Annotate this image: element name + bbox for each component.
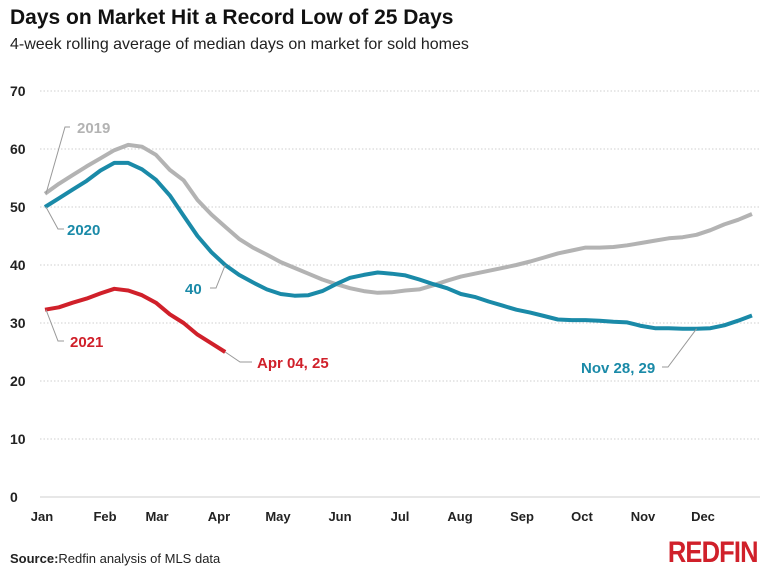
- x-tick-label: Jul: [391, 509, 410, 524]
- x-tick-label: Aug: [447, 509, 472, 524]
- y-tick-label: 40: [10, 257, 26, 273]
- series-line-2020: [43, 160, 753, 331]
- redfin-logo: REDFIN: [668, 536, 759, 569]
- x-tick-label: Mar: [145, 509, 168, 524]
- source-text: Redfin analysis of MLS data: [58, 551, 221, 566]
- x-tick-label: Nov: [631, 509, 656, 524]
- leader-2019: [45, 126, 70, 194]
- chart-subtitle: 4-week rolling average of median days on…: [10, 36, 469, 53]
- series-label-2020: 2020: [67, 222, 100, 239]
- annotation-label: 40: [185, 281, 202, 298]
- leader-annotation-nov: [662, 328, 697, 368]
- source-note: Source:Redfin analysis of MLS data: [10, 551, 220, 566]
- y-tick-label: 0: [10, 489, 18, 505]
- x-tick-label: Feb: [93, 509, 116, 524]
- series-label-2021: 2021: [70, 334, 103, 351]
- x-tick-label: Dec: [691, 509, 715, 524]
- x-tick-label: Jan: [31, 509, 53, 524]
- y-tick-label: 30: [10, 315, 26, 331]
- leader-annotation-apr: [224, 351, 252, 363]
- x-tick-label: Apr: [208, 509, 230, 524]
- leader-annotation-40: [210, 264, 226, 289]
- annotation-label: Apr 04, 25: [257, 355, 329, 372]
- series-line-2019: [43, 142, 753, 295]
- x-tick-label: Sep: [510, 509, 534, 524]
- chart-title: Days on Market Hit a Record Low of 25 Da…: [10, 6, 454, 29]
- series-line-2021: [44, 286, 227, 354]
- x-tick-label: Oct: [571, 509, 593, 524]
- leader-2020: [45, 206, 64, 230]
- annotation-label: Nov 28, 29: [581, 360, 655, 377]
- series-label-2019: 2019: [77, 120, 110, 137]
- y-tick-label: 70: [10, 83, 26, 99]
- leader-2021: [45, 309, 64, 342]
- x-tick-label: Jun: [328, 509, 351, 524]
- y-tick-label: 50: [10, 199, 26, 215]
- x-tick-label: May: [265, 509, 291, 524]
- source-label: Source:: [10, 551, 59, 566]
- y-tick-label: 60: [10, 141, 26, 157]
- y-tick-label: 10: [10, 431, 26, 447]
- y-tick-label: 20: [10, 373, 26, 389]
